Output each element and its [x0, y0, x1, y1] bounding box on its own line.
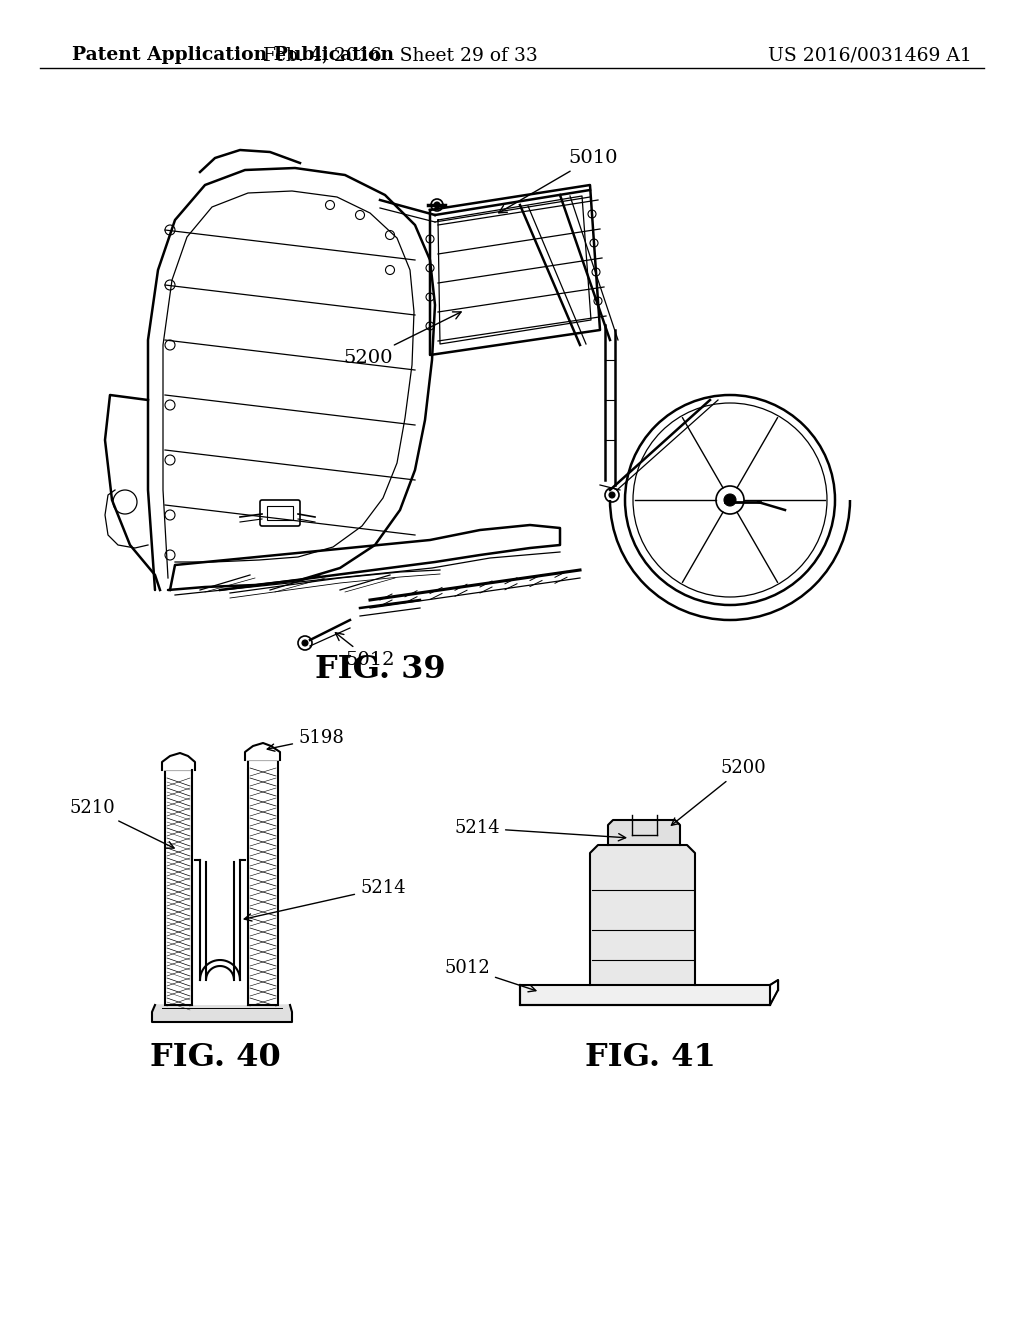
Text: 5214: 5214: [455, 818, 626, 841]
Bar: [165, 770, 193, 1005]
Text: FIG. 41: FIG. 41: [585, 1043, 716, 1073]
Text: FIG. 40: FIG. 40: [150, 1043, 281, 1073]
Polygon shape: [152, 1005, 292, 1022]
Circle shape: [298, 636, 312, 649]
Text: FIG. 39: FIG. 39: [314, 655, 445, 685]
Text: 5198: 5198: [267, 729, 344, 751]
Bar: [248, 760, 278, 1005]
Polygon shape: [590, 845, 695, 985]
Text: 5012: 5012: [336, 632, 394, 669]
Circle shape: [434, 202, 440, 209]
Text: 5200: 5200: [672, 759, 766, 825]
Bar: [267, 506, 293, 520]
Circle shape: [431, 199, 443, 211]
Circle shape: [716, 486, 744, 513]
Text: 5200: 5200: [343, 312, 461, 367]
FancyBboxPatch shape: [260, 500, 300, 525]
Text: 5012: 5012: [444, 960, 536, 991]
Text: 5214: 5214: [244, 879, 406, 921]
Text: Feb. 4, 2016   Sheet 29 of 33: Feb. 4, 2016 Sheet 29 of 33: [262, 46, 538, 63]
Circle shape: [302, 640, 308, 645]
Polygon shape: [608, 820, 680, 845]
Text: 5210: 5210: [70, 799, 174, 849]
Circle shape: [605, 488, 618, 502]
Text: US 2016/0031469 A1: US 2016/0031469 A1: [768, 46, 972, 63]
Polygon shape: [245, 743, 280, 760]
Polygon shape: [162, 752, 195, 770]
Bar: [193, 770, 248, 1005]
Circle shape: [609, 492, 615, 498]
Polygon shape: [520, 985, 770, 1005]
Text: Patent Application Publication: Patent Application Publication: [72, 46, 394, 63]
Circle shape: [724, 494, 736, 506]
Text: 5010: 5010: [499, 149, 617, 213]
